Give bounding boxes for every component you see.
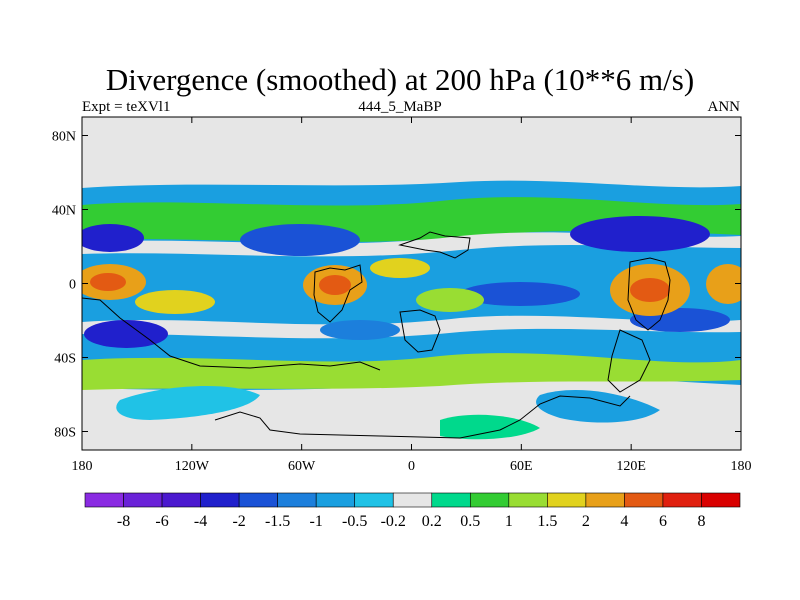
- x-tick-label: 0: [408, 459, 415, 474]
- coastline-africa: [313, 264, 363, 323]
- colorbar-label: -1.5: [265, 513, 290, 530]
- colorbar-swatch: [123, 492, 163, 508]
- core-neg-5: [84, 320, 168, 348]
- south-blob-3: [440, 414, 540, 440]
- y-tick-label: 80S: [54, 426, 76, 441]
- y-tick-label: 40S: [54, 352, 76, 367]
- experiment-label: Expt = teXVl1: [82, 99, 171, 115]
- colorbar-label: 0.2: [422, 513, 442, 530]
- y-axis: 80N 40N 0 40S 80S: [52, 130, 741, 441]
- core-pos-5b: [630, 278, 670, 302]
- x-tick-label: 60W: [288, 459, 316, 474]
- colorbar-swatch: [624, 492, 664, 508]
- colorbar-swatch: [315, 492, 356, 508]
- coastline-south-america: [399, 309, 441, 353]
- colorbar-label: 1: [505, 513, 513, 530]
- gap-south: [82, 315, 741, 339]
- y-tick-label: 40N: [52, 204, 76, 219]
- core-pos-4: [370, 258, 430, 278]
- colorbar-swatch: [662, 492, 702, 508]
- coastline-antarctica: [214, 395, 631, 439]
- colorbar-label: -6: [155, 513, 168, 530]
- x-tick-label: 60E: [510, 459, 533, 474]
- y-tick-label: 80N: [52, 130, 76, 145]
- core-pos-1b: [90, 273, 126, 291]
- core-neg-6: [320, 320, 400, 340]
- case-label: 444_5_MaBP: [358, 99, 442, 115]
- coastline-australia: [607, 329, 651, 393]
- colorbar-label: -0.2: [381, 513, 406, 530]
- colorbar-swatch: [392, 492, 433, 508]
- core-pos-7: [416, 288, 484, 312]
- colorbar-swatch: [469, 492, 510, 508]
- x-tick-label: 180: [731, 459, 752, 474]
- x-tick-label: 180: [72, 459, 93, 474]
- coastline-south-mid: [82, 297, 381, 371]
- core-neg-4: [460, 282, 580, 306]
- x-tick-label: 120W: [175, 459, 210, 474]
- x-tick-label: 120E: [616, 459, 646, 474]
- core-pos-3b: [319, 275, 351, 295]
- colorbar-swatch: [431, 492, 471, 508]
- colorbar-swatch: [277, 492, 317, 508]
- colorbar-label: -1: [310, 513, 323, 530]
- colorbar-label: -8: [117, 513, 130, 530]
- colorbar-swatch: [161, 492, 201, 508]
- core-pos-6: [706, 264, 741, 304]
- colorbar-swatch: [701, 492, 741, 508]
- coastlines: [82, 231, 671, 439]
- colorbar-label: -2: [232, 513, 245, 530]
- colorbar-label: 0.5: [460, 513, 480, 530]
- x-axis: 180 120W 60W 0 60E 120E 180: [72, 117, 752, 474]
- core-neg-2: [240, 224, 360, 256]
- core-neg-3: [570, 216, 710, 252]
- colorbar-label: 1.5: [537, 513, 557, 530]
- colorbar-label: 4: [620, 513, 628, 530]
- colorbar-swatch: [200, 492, 240, 508]
- coastline-asia-islands: [627, 257, 671, 331]
- colorbar-swatch: [508, 492, 548, 508]
- colorbar-swatch: [547, 492, 587, 508]
- colorbar-label: -4: [194, 513, 207, 530]
- colorbar-swatch: [84, 492, 124, 508]
- coastline-europe: [398, 231, 471, 259]
- colorbar-label: -0.5: [342, 513, 367, 530]
- south-midlat-band: [82, 353, 741, 390]
- colorbar-label: 2: [582, 513, 590, 530]
- south-blob-2: [536, 390, 660, 423]
- colorbar: -8 -6 -4 -2 -1.5 -1 -0.5 -0.2 0.2 0.5 1 1.5 2 4 6 8: [84, 492, 741, 530]
- colorbar-label: 8: [697, 513, 705, 530]
- field-layer: [82, 180, 741, 440]
- core-pos-2: [135, 290, 215, 314]
- south-blob-1: [116, 385, 260, 420]
- colorbar-swatch: [354, 492, 394, 508]
- colorbar-label: 6: [659, 513, 667, 530]
- chart-title: Divergence (smoothed) at 200 hPa (10**6 …: [105, 62, 695, 97]
- y-tick-label: 0: [69, 278, 76, 293]
- colorbar-swatch: [585, 492, 625, 508]
- core-neg-1: [82, 224, 144, 252]
- colorbar-swatch: [238, 492, 278, 508]
- season-label: ANN: [707, 99, 741, 115]
